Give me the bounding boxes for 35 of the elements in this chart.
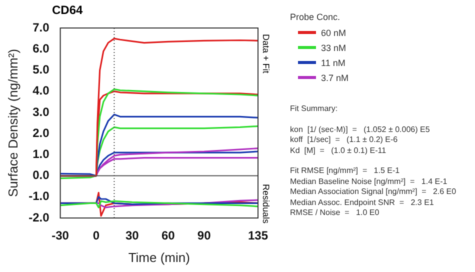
- text: Median Association Signal [ng/mm²] = 2.6 E0: [290, 187, 456, 198]
- legend-label: 3.7 nM: [321, 72, 349, 82]
- y-tick-label: 6.0: [32, 41, 50, 56]
- text: Residuals: [261, 184, 271, 224]
- x-tick-label: 0: [92, 228, 100, 243]
- y-tick-label: 5.0: [32, 62, 50, 77]
- y-tick-label: 7.0: [32, 20, 50, 34]
- x-tick-label: 90: [197, 228, 212, 243]
- y-tick-label: -1.0: [28, 189, 50, 204]
- y-axis-title: Surface Density (ng/mm²): [5, 48, 20, 198]
- text: Kd [M] = (1.0 ± 0.1) E-11: [290, 146, 388, 156]
- text: Data + Fit: [261, 34, 271, 74]
- legend-label: 33 nM: [321, 42, 346, 52]
- legend-title: Probe Conc.: [290, 12, 342, 22]
- y-tick-label: 0.0: [32, 168, 50, 182]
- text: Median Baseline Noise [ng/mm²] = 1.4 E-1: [290, 176, 448, 187]
- text: RMSE / Noise = 1.0 E0: [290, 208, 380, 218]
- text: Fit Summary:: [290, 104, 339, 114]
- chart-title: CD64: [52, 3, 83, 17]
- text: Fit RMSE [ng/mm²] = 1.5 E-1: [290, 166, 401, 176]
- legend-label: 11 nM: [321, 58, 346, 68]
- y-tick-label: 3.0: [32, 104, 50, 119]
- text: koff [1/sec] = (1.1 ± 0.2) E-6: [290, 135, 399, 146]
- y-tick-label: 4.0: [32, 84, 50, 98]
- x-tick-label: -30: [52, 228, 70, 243]
- y-tick-label: 2.0: [32, 126, 50, 140]
- text: Median Assoc. Endpoint SNR = 2.3 E1: [290, 198, 435, 208]
- legend-label: 60 nM: [321, 28, 346, 38]
- text: kon [1/ (sec·M)] = (1.052 ± 0.006) E5: [290, 124, 431, 135]
- x-tick-label: 135: [248, 228, 268, 243]
- x-axis-title: Time (min): [128, 250, 190, 265]
- y-tick-label: -2.0: [28, 210, 50, 224]
- y-tick-label: 1.0: [32, 146, 50, 161]
- x-tick-label: 30: [125, 228, 140, 243]
- x-tick-label: 60: [161, 228, 176, 243]
